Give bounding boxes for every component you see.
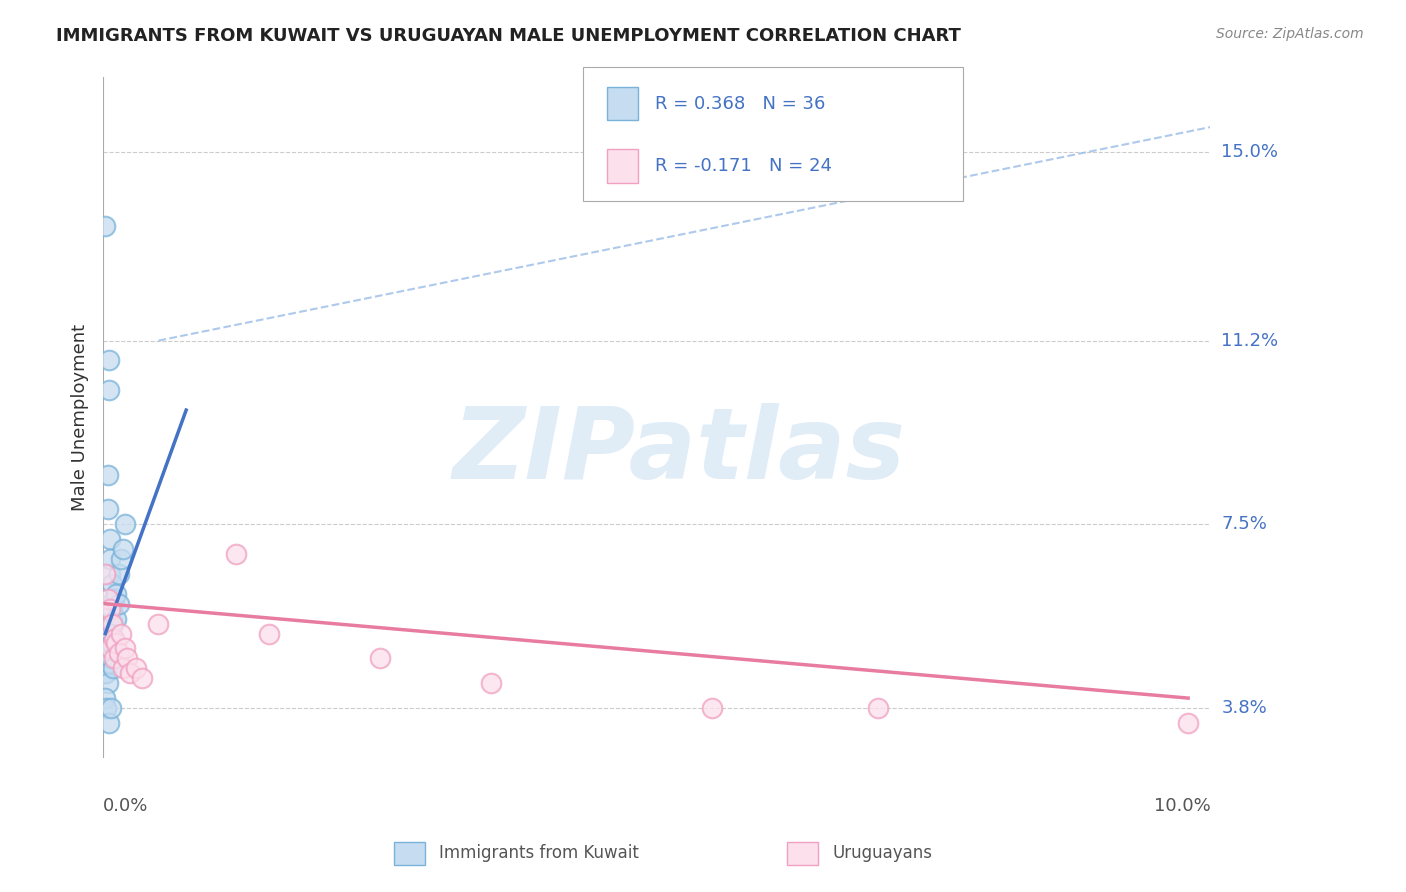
Point [105, 636, 128, 650]
Point [96, 676, 118, 690]
Point [107, 647, 129, 661]
Point [97, 657, 120, 671]
Text: 11.2%: 11.2% [1222, 332, 1278, 350]
Point [114, 641, 136, 656]
Point [110, 552, 132, 566]
Point [98, 641, 121, 656]
Point [100, 651, 122, 665]
Point [96, 666, 118, 681]
Point [100, 626, 122, 640]
Point [110, 626, 132, 640]
Point [107, 566, 129, 581]
Point [96, 502, 118, 516]
Text: 10.0%: 10.0% [1153, 797, 1211, 814]
Point [868, 701, 890, 715]
Point [96, 467, 118, 482]
Point [105, 612, 128, 626]
Point [101, 577, 124, 591]
Point [148, 616, 170, 631]
Point [94, 651, 117, 665]
Point [94, 566, 117, 581]
Point [700, 701, 723, 715]
Point [131, 671, 153, 685]
Point [98, 532, 121, 546]
Point [103, 632, 125, 646]
Point [479, 676, 502, 690]
Point [97, 383, 120, 397]
Point [105, 587, 128, 601]
Text: ZIPatlas: ZIPatlas [453, 403, 905, 500]
Text: IMMIGRANTS FROM KUWAIT VS URUGUAYAN MALE UNEMPLOYMENT CORRELATION CHART: IMMIGRANTS FROM KUWAIT VS URUGUAYAN MALE… [56, 27, 962, 45]
Point [112, 542, 135, 557]
Point [107, 597, 129, 611]
Point [1177, 715, 1199, 730]
Point [118, 666, 141, 681]
Point [225, 547, 247, 561]
Point [97, 353, 120, 368]
Text: 7.5%: 7.5% [1222, 516, 1267, 533]
Point [101, 616, 124, 631]
Text: 0.0%: 0.0% [103, 797, 149, 814]
Point [101, 616, 124, 631]
Point [103, 651, 125, 665]
Text: R = -0.171   N = 24: R = -0.171 N = 24 [655, 157, 832, 175]
Point [98, 641, 121, 656]
Point [96, 591, 118, 606]
Point [101, 636, 124, 650]
Point [100, 701, 122, 715]
Text: Source: ZipAtlas.com: Source: ZipAtlas.com [1216, 27, 1364, 41]
Point [114, 517, 136, 532]
Point [125, 661, 148, 675]
Point [94, 632, 117, 646]
Point [103, 632, 125, 646]
Point [257, 626, 280, 640]
Point [96, 701, 118, 715]
Text: 15.0%: 15.0% [1222, 143, 1278, 161]
Point [112, 661, 135, 675]
Y-axis label: Male Unemployment: Male Unemployment [72, 324, 89, 511]
Point [101, 601, 124, 615]
Point [94, 219, 117, 234]
Point [94, 691, 117, 706]
Point [117, 651, 139, 665]
Point [98, 552, 121, 566]
Point [101, 661, 124, 675]
Point [103, 591, 125, 606]
Point [94, 666, 117, 681]
Point [368, 651, 391, 665]
Point [97, 715, 120, 730]
Text: 3.8%: 3.8% [1222, 699, 1267, 717]
Text: Immigrants from Kuwait: Immigrants from Kuwait [439, 845, 638, 863]
Text: R = 0.368   N = 36: R = 0.368 N = 36 [655, 95, 825, 113]
Point [98, 566, 121, 581]
Point [98, 601, 121, 615]
Point [96, 647, 118, 661]
Text: Uruguayans: Uruguayans [832, 845, 932, 863]
